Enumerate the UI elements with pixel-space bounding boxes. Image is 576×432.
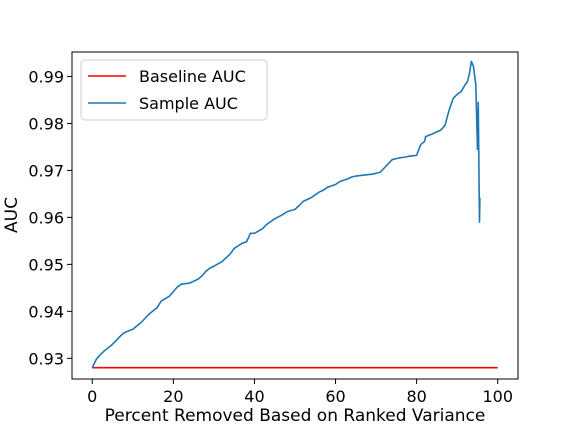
- x-tick-label: 60: [325, 387, 345, 406]
- legend: Baseline AUC Sample AUC: [80, 59, 268, 121]
- y-tick-label: 0.99: [28, 67, 64, 86]
- y-tick-label: 0.94: [28, 302, 64, 321]
- y-tick-label: 0.96: [28, 208, 64, 227]
- series-line-sample-auc: [91, 60, 481, 369]
- y-tick-label: 0.97: [28, 161, 64, 180]
- x-tick-label: 0: [87, 387, 97, 406]
- x-tick-label: 100: [482, 387, 513, 406]
- legend-label: Sample AUC: [139, 94, 238, 113]
- y-axis: 0.93 0.94 0.95 0.96 0.97 0.98 0.99: [28, 67, 72, 368]
- plot-frame: [71, 51, 519, 380]
- y-tick-label: 0.98: [28, 114, 64, 133]
- legend-label: Baseline AUC: [139, 67, 246, 86]
- y-tick-label: 0.93: [28, 349, 64, 368]
- x-tick-label: 20: [163, 387, 183, 406]
- x-tick-label: 40: [244, 387, 264, 406]
- y-tick-label: 0.95: [28, 255, 64, 274]
- x-axis-label: Percent Removed Based on Ranked Variance: [105, 406, 486, 426]
- series-layer: [91, 60, 498, 369]
- y-axis-label: AUC: [2, 197, 22, 233]
- x-axis: 0 20 40 60 80 100: [87, 379, 513, 406]
- legend-box: [80, 59, 268, 121]
- x-tick-label: 80: [406, 387, 426, 406]
